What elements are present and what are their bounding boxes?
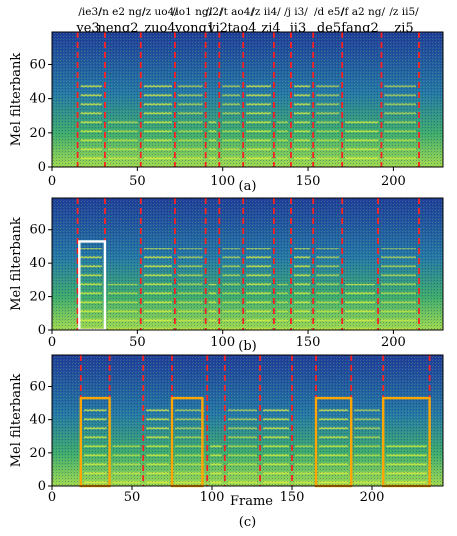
phoneme-label: /f a2 ng/ (341, 6, 386, 18)
harmonic-band (80, 248, 102, 330)
x-tick-label: 150 (280, 490, 305, 505)
harmonic-band (175, 404, 205, 486)
x-tick-label: 100 (210, 174, 235, 189)
x-tick-label: 200 (381, 174, 406, 189)
x-axis-label: Frame (230, 494, 273, 509)
harmonic-band (107, 119, 138, 167)
y-tick-label: 60 (29, 57, 46, 72)
panel-b: 0 50 100 150 200 0 20 40 60 Mel filterbank (b) (9, 197, 444, 354)
y-axis-label: Mel filterbank (9, 374, 24, 468)
harmonic-band (222, 83, 241, 167)
harmonic-band (276, 119, 288, 167)
harmonic-band (146, 404, 169, 486)
x-tick-label: 200 (381, 335, 406, 350)
x-tick-label: 100 (210, 335, 235, 350)
phoneme-label: /z ii5/ (389, 6, 419, 18)
panel-a: 0 50 100 150 200 0 20 40 60 Mel filterbank (a) (9, 31, 444, 194)
harmonic-band (246, 83, 271, 167)
harmonic-band (384, 83, 417, 167)
harmonic-band (143, 83, 172, 167)
plot-frame (51, 354, 444, 487)
y-tick-label: 20 (29, 290, 46, 305)
phoneme-label: /n e2 ng/ (99, 6, 146, 18)
x-tick-label: 50 (129, 335, 146, 350)
panel-label: (a) (239, 179, 257, 194)
y-tick-label: 0 (38, 479, 46, 494)
harmonic-band (177, 83, 203, 167)
panel-label: (b) (238, 339, 256, 354)
phoneme-label: /d e5/ (314, 6, 344, 18)
y-tick-label: 40 (29, 256, 46, 271)
x-tick-label: 150 (296, 174, 321, 189)
harmonic-band (80, 83, 102, 167)
x-tick-label: 0 (48, 490, 56, 505)
x-tick-label: 0 (48, 174, 56, 189)
y-tick-label: 0 (38, 323, 46, 338)
y-axis-label: Mel filterbank (9, 217, 24, 311)
phoneme-label: /j i3/ (284, 6, 308, 18)
phoneme-label: /ie3/ (78, 6, 102, 18)
harmonic-band (210, 440, 222, 486)
harmonic-band (354, 404, 381, 486)
y-tick-label: 40 (29, 413, 46, 428)
harmonic-band (345, 283, 376, 330)
y-tick-label: 40 (29, 92, 46, 107)
phoneme-label: /io1 ng/ (172, 6, 213, 18)
harmonic-band (316, 83, 340, 167)
y-tick-label: 60 (29, 380, 46, 395)
phoneme-label: /z uo4/ (142, 6, 178, 18)
x-tick-label: 0 (48, 335, 56, 350)
harmonic-band (293, 248, 311, 330)
phoneme-label: /t ao4/ (220, 6, 254, 18)
y-tick-label: 60 (29, 223, 46, 238)
harmonic-band (293, 83, 311, 167)
plot-frame (51, 31, 444, 168)
harmonic-band (83, 404, 107, 486)
harmonic-band (319, 404, 349, 486)
x-tick-label: 150 (296, 335, 321, 350)
harmonic-band (112, 440, 141, 486)
phoneme-label: /z ii4/ (251, 6, 281, 18)
phoneme-labels: /ie3//n e2 ng//z uo4//io1 ng//i2//t ao4/… (78, 6, 419, 18)
harmonic-band (345, 119, 379, 167)
x-tick-label: 50 (129, 174, 146, 189)
harmonic-band (386, 440, 427, 486)
x-tick-label: 200 (360, 490, 385, 505)
harmonic-band (177, 248, 203, 330)
phoneme-label: /i2/ (205, 6, 223, 18)
x-tick-label: 50 (124, 490, 141, 505)
harmonic-band (208, 119, 217, 167)
harmonic-band (276, 283, 288, 330)
harmonic-band (295, 440, 313, 486)
y-tick-label: 0 (38, 160, 46, 175)
y-tick-label: 20 (29, 126, 46, 141)
harmonic-band (316, 248, 340, 330)
harmonic-band (246, 248, 271, 330)
plot-frame (51, 197, 444, 331)
panel-c: 0 50 100 150 200 0 20 40 60 Mel filterbank Frame (c… (9, 354, 444, 530)
x-tick-label: 100 (200, 490, 225, 505)
panel-label: (c) (239, 515, 256, 530)
harmonic-band (208, 283, 217, 330)
harmonic-band (222, 248, 241, 330)
y-axis-label: Mel filterbank (9, 53, 24, 147)
harmonic-band (107, 283, 138, 330)
harmonic-band (263, 404, 289, 486)
y-tick-label: 20 (29, 446, 46, 461)
harmonic-band (381, 248, 417, 330)
harmonic-band (227, 404, 257, 486)
harmonic-band (143, 248, 172, 330)
